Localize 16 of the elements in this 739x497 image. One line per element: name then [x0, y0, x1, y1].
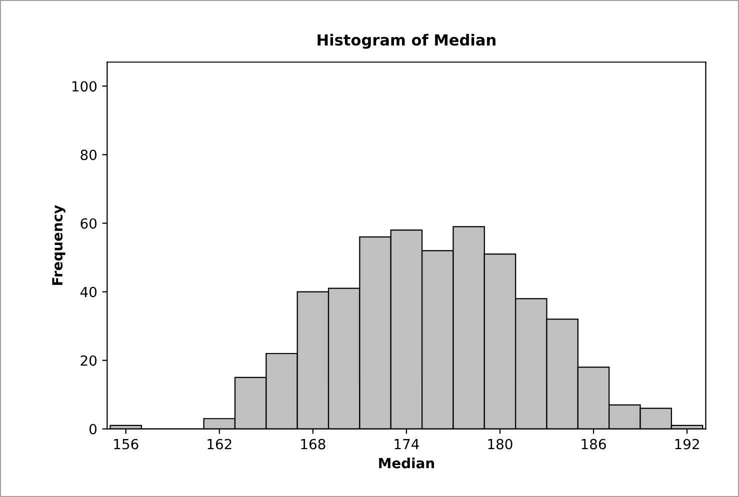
x-tick-label: 162 [208, 438, 232, 450]
y-tick-label: 40 [80, 286, 97, 298]
x-tick-label: 168 [301, 438, 326, 450]
y-tick-label: 20 [80, 355, 97, 366]
x-tick-label: 174 [394, 439, 419, 450]
x-tick-label: 156 [114, 438, 138, 450]
chart-title: Histogram of Median [318, 34, 496, 49]
y-tick-label: 100 [72, 81, 97, 92]
x-tick-label: 186 [582, 438, 606, 450]
y-tick-label: 0 [90, 424, 97, 434]
y-tick-label: 60 [80, 218, 97, 229]
y-axis-title: Frequency [52, 205, 66, 285]
x-tick-label: 192 [675, 438, 699, 450]
y-tick-label: 80 [80, 150, 97, 160]
x-tick-label: 180 [488, 438, 512, 450]
x-axis-title: Median [379, 458, 434, 468]
